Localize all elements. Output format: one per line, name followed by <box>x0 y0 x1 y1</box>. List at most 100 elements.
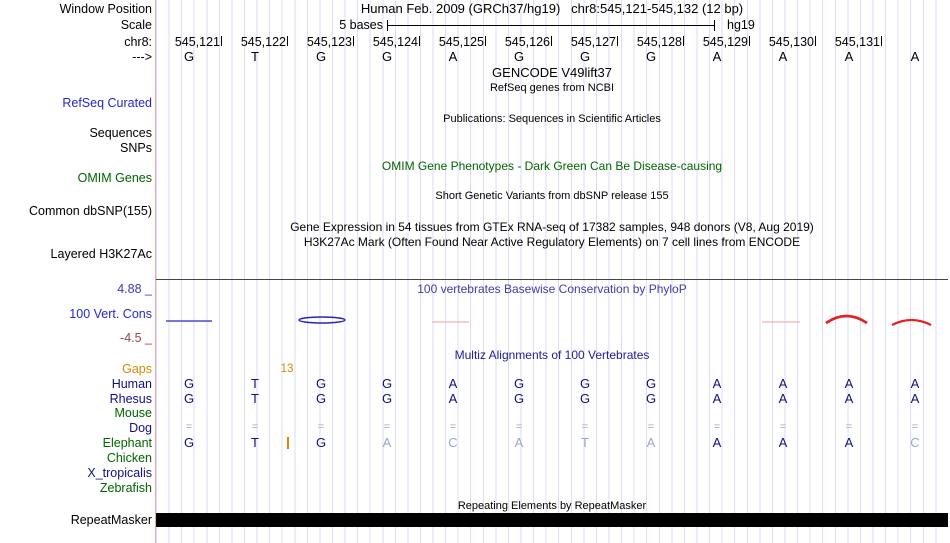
ruler-position-label[interactable]: 545,130 <box>768 35 814 49</box>
ruler-tick[interactable] <box>353 36 354 46</box>
ruler-tick[interactable] <box>617 36 618 46</box>
reference-base: A <box>844 49 854 64</box>
conservation-min-value: -4.5 _ <box>120 331 152 345</box>
alignment-base-dog: = <box>911 421 919 433</box>
alignment-base-elephant: A <box>712 435 722 450</box>
alignment-base-human: A <box>712 376 722 391</box>
reference-base: G <box>315 49 327 64</box>
ruler-tick[interactable] <box>749 36 750 46</box>
track-label-repeatmasker[interactable]: RepeatMasker <box>70 513 152 527</box>
ruler-position-label[interactable]: 545,123 <box>306 35 352 49</box>
ruler-tick[interactable] <box>221 36 222 46</box>
ruler-tick[interactable] <box>419 36 420 46</box>
reference-base: A <box>712 49 722 64</box>
reference-base: A <box>910 49 920 64</box>
alignment-base-human: G <box>183 376 195 391</box>
alignment-base-human: T <box>251 376 259 391</box>
track-title-publications[interactable]: Publications: Sequences in Scientific Ar… <box>443 112 661 125</box>
track-title-multiz[interactable]: Multiz Alignments of 100 Vertebrates <box>454 348 650 362</box>
ruler-position-label[interactable]: 545,129 <box>702 35 748 49</box>
alignment-base-elephant: T <box>581 435 589 450</box>
track-label-chicken[interactable]: Chicken <box>106 451 152 465</box>
alignment-base-rhesus: T <box>251 391 259 406</box>
track-title-phylop[interactable]: 100 vertebrates Basewise Conservation by… <box>417 282 687 296</box>
track-label-x-tropicalis[interactable]: X_tropicalis <box>87 466 152 480</box>
ruler-position-label[interactable]: 545,126 <box>504 35 550 49</box>
track-title-h3k27ac[interactable]: H3K27Ac Mark (Often Found Near Active Re… <box>303 235 801 249</box>
alignment-base-dog: = <box>383 421 391 433</box>
alignment-base-rhesus: G <box>513 391 525 406</box>
alignment-base-human: A <box>778 376 788 391</box>
track-label-layered-h3k27ac[interactable]: Layered H3K27Ac <box>50 247 152 261</box>
alignment-base-dog: = <box>713 421 721 433</box>
reference-base: G <box>579 49 591 64</box>
track-label-100-vert-cons[interactable]: 100 Vert. Cons <box>69 307 152 321</box>
ruler-tick[interactable] <box>485 36 486 46</box>
track-title-dbsnp[interactable]: Short Genetic Variants from dbSNP releas… <box>435 189 669 202</box>
alignment-base-elephant: C <box>448 435 458 450</box>
alignment-base-human: G <box>579 376 591 391</box>
alignment-base-human: G <box>513 376 525 391</box>
reference-base: G <box>645 49 657 64</box>
alignment-base-dog: = <box>251 421 259 433</box>
track-label-mouse[interactable]: Mouse <box>114 406 152 420</box>
alignment-base-elephant: C <box>910 435 920 450</box>
track-title-gencode[interactable]: GENCODE V49lift37 <box>492 64 612 80</box>
track-label-zebrafish[interactable]: Zebrafish <box>99 481 152 495</box>
strand-arrow-label: ---> <box>132 50 152 64</box>
track-title-omim[interactable]: OMIM Gene Phenotypes - Dark Green Can Be… <box>381 159 723 173</box>
ruler-position-label[interactable]: 545,127 <box>570 35 616 49</box>
reference-base: T <box>251 49 259 64</box>
track-label-sequences[interactable]: Sequences <box>89 126 152 140</box>
track-left-edge-line <box>155 0 156 543</box>
window-position-label: Window Position <box>59 2 152 16</box>
assembly-position-title: Human Feb. 2009 (GRCh37/hg19) chr8:545,1… <box>360 0 744 16</box>
track-label-omim-genes[interactable]: OMIM Genes <box>77 171 152 185</box>
alignment-base-rhesus: G <box>183 391 195 406</box>
track-label-rhesus[interactable]: Rhesus <box>109 392 152 406</box>
alignment-base-rhesus: A <box>910 391 920 406</box>
alignment-base-dog: = <box>581 421 589 433</box>
alignment-base-dog: = <box>317 421 325 433</box>
alignment-base-human: G <box>381 376 393 391</box>
ruler-position-label[interactable]: 545,124 <box>372 35 418 49</box>
track-label-common-dbsnp[interactable]: Common dbSNP(155) <box>29 204 152 218</box>
track-label-elephant[interactable]: Elephant <box>102 436 152 450</box>
track-title-refseq[interactable]: RefSeq genes from NCBI <box>489 81 615 94</box>
ruler-tick[interactable] <box>815 36 816 46</box>
alignment-base-human: A <box>910 376 920 391</box>
alignment-base-rhesus: G <box>579 391 591 406</box>
alignment-base-human: A <box>844 376 854 391</box>
track-label-dog[interactable]: Dog <box>129 421 152 435</box>
track-label-human[interactable]: Human <box>111 377 152 391</box>
conservation-track-top-border <box>156 279 948 280</box>
reference-base: G <box>513 49 525 64</box>
scale-row-label: Scale <box>120 18 152 32</box>
alignment-base-dog: = <box>185 421 193 433</box>
ruler-tick[interactable] <box>683 36 684 46</box>
ruler-position-label[interactable]: 545,125 <box>438 35 484 49</box>
conservation-wiggle-mark <box>891 318 932 326</box>
track-label-refseq-curated[interactable]: RefSeq Curated <box>62 96 152 110</box>
ruler-tick[interactable] <box>881 36 882 46</box>
alignment-base-human: G <box>315 376 327 391</box>
alignment-base-rhesus: A <box>448 391 458 406</box>
ruler-position-label[interactable]: 545,122 <box>240 35 286 49</box>
repeatmasker-feature-bar[interactable] <box>156 513 948 527</box>
ruler-tick[interactable] <box>551 36 552 46</box>
ruler-position-label[interactable]: 545,131 <box>834 35 880 49</box>
track-label-gaps[interactable]: Gaps <box>122 362 152 376</box>
track-title-gtex[interactable]: Gene Expression in 54 tissues from GTEx … <box>290 220 814 234</box>
alignment-base-elephant: A <box>778 435 788 450</box>
track-label-snps[interactable]: SNPs <box>120 141 152 155</box>
alignment-base-rhesus: G <box>645 391 657 406</box>
scale-bar-left-tick <box>387 20 388 31</box>
alignment-base-rhesus: G <box>315 391 327 406</box>
track-title-repeatmasker[interactable]: Repeating Elements by RepeatMasker <box>457 499 647 512</box>
ruler-position-label[interactable]: 545,128 <box>636 35 682 49</box>
alignment-base-elephant: A <box>514 435 524 450</box>
ruler-tick[interactable] <box>287 36 288 46</box>
ruler-position-label[interactable]: 545,121 <box>174 35 220 49</box>
alignment-base-human: A <box>448 376 458 391</box>
